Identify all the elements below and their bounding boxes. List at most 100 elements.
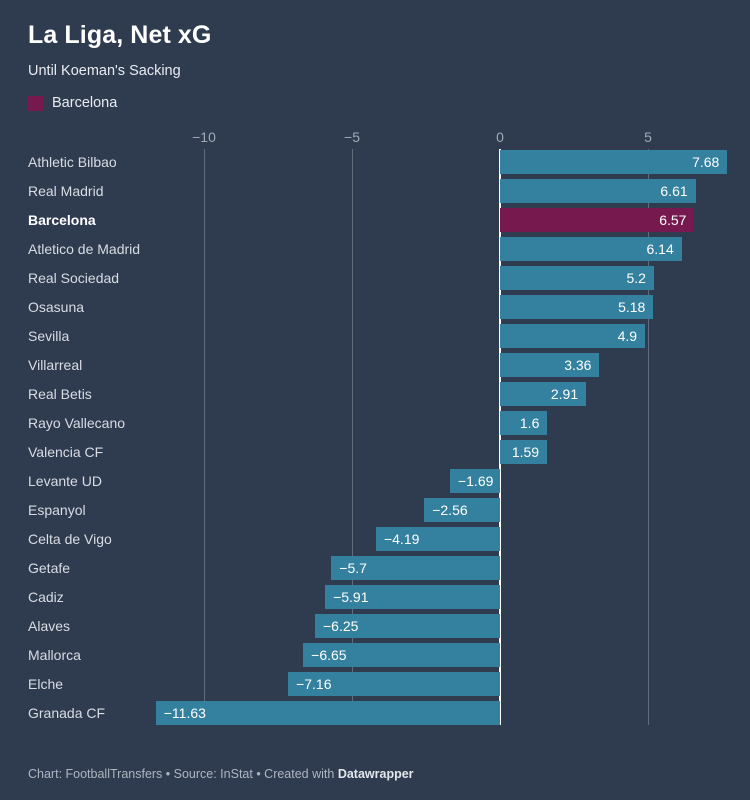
- bar-row-label: Real Sociedad: [28, 270, 120, 286]
- bar-value-label: 3.36: [564, 357, 592, 373]
- bar-value-label: −6.65: [311, 647, 347, 663]
- bar[interactable]: −6.65: [303, 643, 500, 667]
- bar[interactable]: −5.91: [325, 585, 500, 609]
- bar-row-label: Elche: [28, 676, 64, 692]
- zero-gridline: [499, 149, 501, 725]
- bar-row[interactable]: Sevilla 4.9: [0, 324, 750, 353]
- chart-subtitle: Until Koeman's Sacking: [28, 62, 181, 79]
- bar-value-label: 6.61: [660, 183, 688, 199]
- bar-row[interactable]: Alaves −6.25: [0, 614, 750, 643]
- bar[interactable]: 5.2: [500, 266, 654, 290]
- bar-row-label: Levante UD: [28, 473, 102, 489]
- bar-row-label: Rayo Vallecano: [28, 415, 126, 431]
- bar-row[interactable]: Real Betis 2.91: [0, 382, 750, 411]
- bar-value-label: −4.19: [383, 531, 420, 547]
- bar-value-label: 5.18: [618, 299, 646, 315]
- bar[interactable]: −11.63: [155, 701, 500, 725]
- legend-item-barcelona[interactable]: Barcelona: [28, 95, 118, 112]
- bar[interactable]: −2.56: [424, 498, 500, 522]
- legend-color-swatch: [28, 95, 43, 111]
- bar[interactable]: 5.18: [500, 295, 654, 319]
- footer-credit-text: Chart: FootballTransfers • Source: InSta…: [28, 766, 338, 781]
- bar-value-label: 2.91: [550, 386, 579, 402]
- bar-rows: Athletic Bilbao 7.68 Real Madrid 6.61 Barcel…: [0, 150, 750, 730]
- bar-row[interactable]: Cadiz −5.91: [0, 585, 750, 614]
- bar-row-label: Real Betis: [28, 386, 92, 402]
- bar-row-label: Athletic Bilbao: [28, 154, 117, 170]
- bar[interactable]: −4.19: [375, 527, 500, 551]
- bar[interactable]: 3.36: [500, 353, 600, 377]
- bar-row[interactable]: Espanyol −2.56: [0, 498, 750, 527]
- bar-value-label: −2.56: [432, 502, 468, 518]
- legend-item-label: Barcelona: [52, 95, 118, 112]
- bar-row-label: Granada CF: [28, 705, 106, 721]
- bar-row-label: Villarreal: [28, 357, 83, 373]
- bar-row-label: Espanyol: [28, 502, 86, 518]
- bar-row[interactable]: Real Sociedad 5.2: [0, 266, 750, 295]
- bar[interactable]: 6.61: [500, 179, 696, 203]
- bar-row-label: Atletico de Madrid: [28, 241, 141, 257]
- bar-row[interactable]: Atletico de Madrid 6.14: [0, 237, 750, 266]
- bar-value-label: 5.2: [626, 270, 646, 286]
- bar[interactable]: 4.9: [500, 324, 646, 348]
- gridline: [352, 149, 353, 725]
- bar[interactable]: 1.6: [500, 411, 548, 435]
- bar-row-label: Valencia CF: [28, 444, 104, 460]
- bar[interactable]: 7.68: [500, 150, 728, 174]
- bar-row[interactable]: Valencia CF 1.59: [0, 440, 750, 469]
- x-axis-tick-label: −5: [344, 129, 360, 145]
- bar-value-label: −6.25: [323, 618, 359, 634]
- bar-row-label: Osasuna: [28, 299, 85, 315]
- bar-value-label: −11.63: [163, 705, 206, 721]
- bar-value-label: 7.68: [692, 154, 720, 170]
- x-axis-tick-label: 0: [496, 129, 504, 145]
- bar-value-label: −7.16: [296, 676, 332, 692]
- bar-row[interactable]: Real Madrid 6.61: [0, 179, 750, 208]
- bar[interactable]: 2.91: [500, 382, 587, 406]
- bar[interactable]: 6.14: [500, 237, 682, 261]
- bar-row[interactable]: Levante UD −1.69: [0, 469, 750, 498]
- bar[interactable]: 1.59: [500, 440, 548, 464]
- bar[interactable]: −5.7: [331, 556, 500, 580]
- bar-row[interactable]: Getafe −5.7: [0, 556, 750, 585]
- bar-row[interactable]: Granada CF −11.63: [0, 701, 750, 730]
- bar-chart-plot-area: −10 −5 0 5 Athletic Bilbao 7.68 Real Madrid 6.…: [0, 130, 750, 750]
- bar-row-label: Sevilla: [28, 328, 70, 344]
- bar-row[interactable]: Celta de Vigo −4.19: [0, 527, 750, 556]
- bar-value-label: 6.57: [659, 212, 687, 228]
- bar-value-label: 1.59: [511, 444, 540, 460]
- chart-footer: Chart: FootballTransfers • Source: InSta…: [28, 766, 414, 782]
- bar-row[interactable]: Villarreal 3.36: [0, 353, 750, 382]
- bar-row-label: Alaves: [28, 618, 71, 634]
- bar-row[interactable]: Osasuna 5.18: [0, 295, 750, 324]
- bar-row-label: Mallorca: [28, 647, 81, 663]
- bar-row[interactable]: Barcelona 6.57: [0, 208, 750, 237]
- bar-value-label: 6.14: [646, 241, 674, 257]
- gridline: [648, 149, 649, 725]
- bar-row-label: Getafe: [28, 560, 71, 576]
- footer-brand: Datawrapper: [337, 766, 414, 781]
- bar-row[interactable]: Rayo Vallecano 1.6: [0, 411, 750, 440]
- bar-row[interactable]: Athletic Bilbao 7.68: [0, 150, 750, 179]
- bar-row-label: Celta de Vigo: [28, 531, 112, 547]
- page-title: La Liga, Net xG: [28, 21, 212, 49]
- bar[interactable]: 6.57: [500, 208, 695, 232]
- bar-row-label: Barcelona: [28, 212, 96, 228]
- bar[interactable]: −6.25: [315, 614, 500, 638]
- gridline: [204, 149, 205, 725]
- bar-value-label: −5.7: [339, 560, 367, 576]
- bar-value-label: 4.9: [617, 328, 638, 344]
- bar-row-label: Cadiz: [28, 589, 64, 605]
- bar-row[interactable]: Elche −7.16: [0, 672, 750, 701]
- bar-row[interactable]: Mallorca −6.65: [0, 643, 750, 672]
- bar[interactable]: −1.69: [449, 469, 500, 493]
- bar-value-label: 1.6: [519, 415, 540, 431]
- chart-legend: Barcelona: [28, 95, 722, 112]
- bar[interactable]: −7.16: [288, 672, 500, 696]
- chart-header: La Liga, Net xG Until Koeman's Sacking B…: [0, 0, 750, 111]
- bar-value-label: −1.69: [457, 473, 494, 489]
- bar-row-label: Real Madrid: [28, 183, 104, 199]
- x-axis-tick-label: 5: [644, 129, 652, 145]
- x-axis-tick-label: −10: [192, 129, 216, 145]
- bar-value-label: −5.91: [333, 589, 369, 605]
